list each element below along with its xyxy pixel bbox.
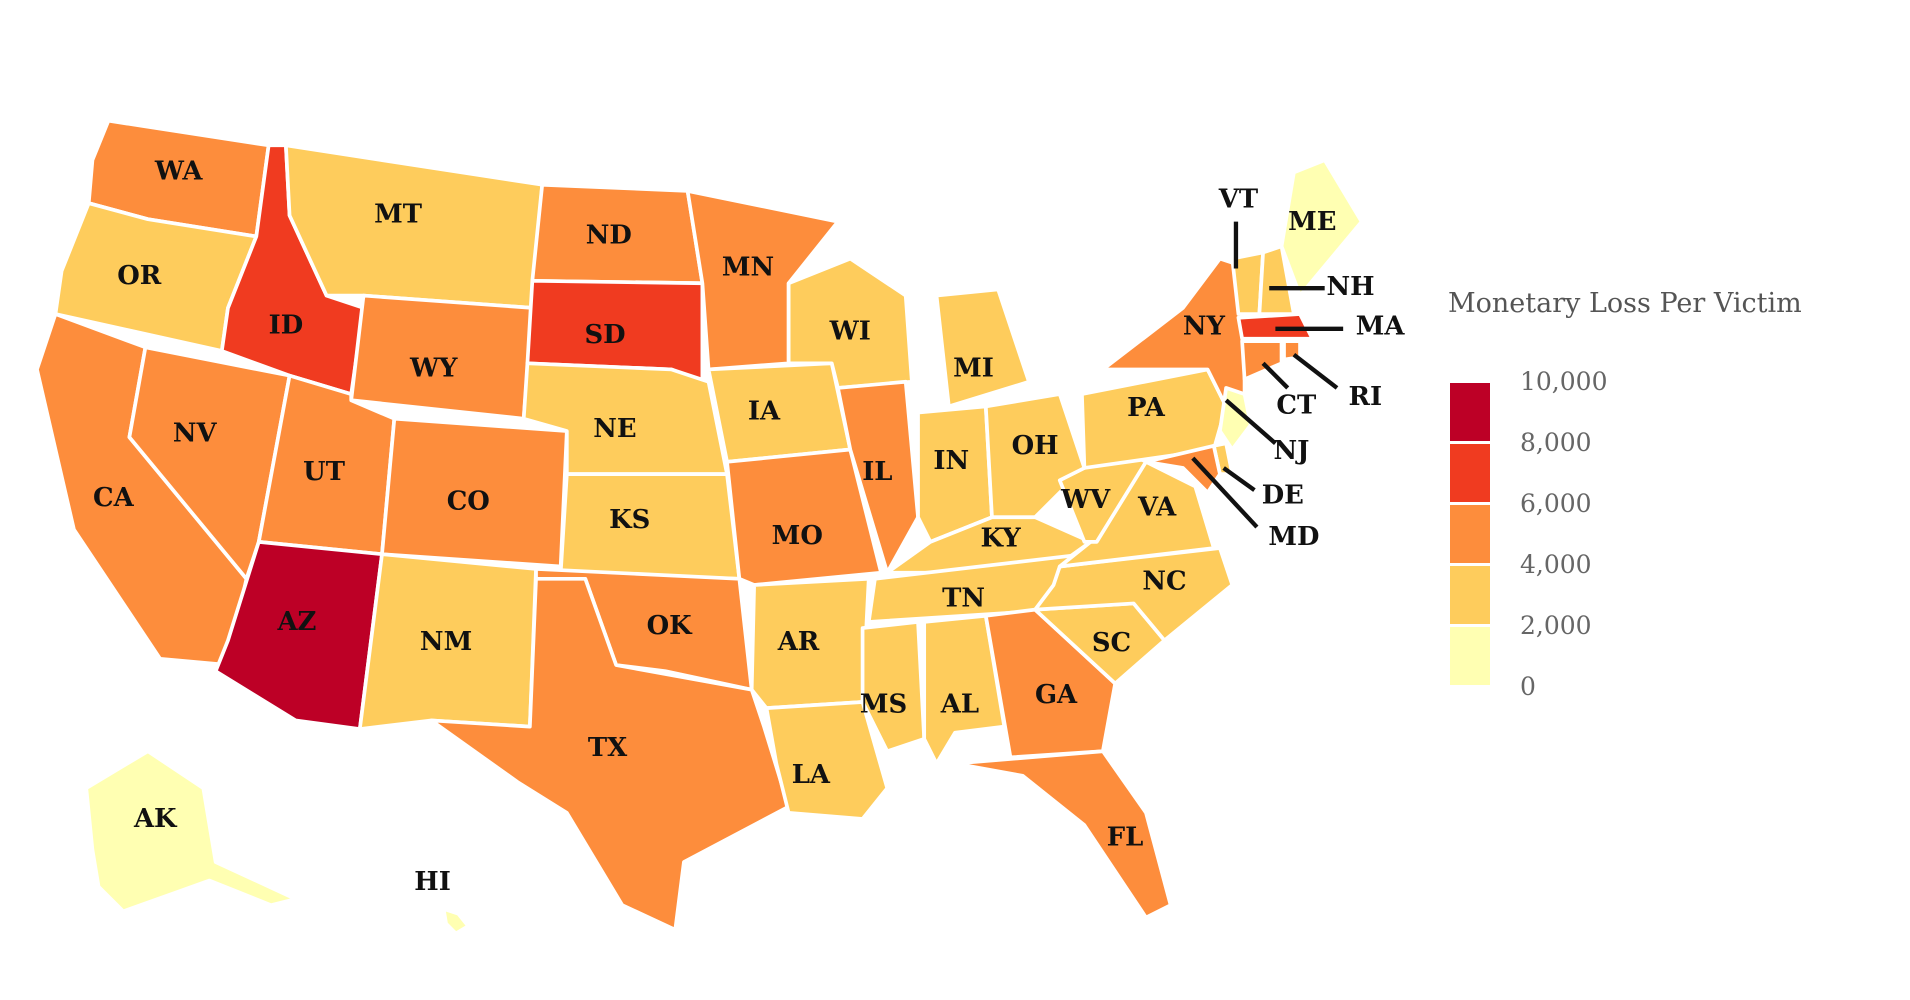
legend-tick-label: 8,000 <box>1520 428 1592 457</box>
state-label-nc: NC <box>1142 567 1186 597</box>
state-label-ne: NE <box>593 414 636 444</box>
state-label-mn: MN <box>722 252 774 282</box>
state-label-ct: CT <box>1276 390 1316 420</box>
legend-scale: 10,000 8,000 6,000 4,000 2,000 0 <box>1448 369 1802 703</box>
state-il[interactable] <box>836 379 920 575</box>
state-mo[interactable] <box>725 447 883 587</box>
state-label-la: LA <box>792 760 831 790</box>
state-label-ok: OK <box>647 611 694 641</box>
legend-tick-label: 2,000 <box>1520 611 1592 640</box>
state-label-pa: PA <box>1127 393 1166 423</box>
state-label-mi: MI <box>953 353 994 383</box>
state-label-wi: WI <box>829 317 871 347</box>
state-label-wy: WY <box>409 353 458 383</box>
leader-line-ri <box>1292 352 1339 390</box>
state-label-ca: CA <box>93 483 135 513</box>
state-label-ga: GA <box>1035 680 1078 710</box>
state-label-ma: MA <box>1356 312 1406 342</box>
state-label-co: CO <box>447 486 490 516</box>
state-label-il: IL <box>862 457 892 487</box>
state-label-mo: MO <box>772 521 823 551</box>
state-label-nh: NH <box>1327 272 1375 302</box>
state-label-tx: TX <box>588 733 628 763</box>
state-ak[interactable] <box>84 749 298 914</box>
state-oh[interactable] <box>983 392 1087 520</box>
state-label-nd: ND <box>586 220 632 250</box>
state-label-mt: MT <box>374 200 422 230</box>
leader-line-de <box>1222 466 1256 492</box>
state-label-ks: KS <box>609 505 650 535</box>
state-label-nj: NJ <box>1273 436 1309 466</box>
state-label-wv: WV <box>1060 485 1111 515</box>
state-label-az: AZ <box>276 607 316 637</box>
state-label-wa: WA <box>154 156 203 186</box>
legend-tick-label: 6,000 <box>1520 489 1592 518</box>
state-label-ar: AR <box>777 627 820 657</box>
state-label-sc: SC <box>1092 628 1131 658</box>
state-label-hi: HI <box>414 867 451 897</box>
state-label-ms: MS <box>860 690 907 720</box>
legend-swatch <box>1450 566 1490 624</box>
state-label-ut: UT <box>303 457 345 487</box>
state-label-ak: AK <box>133 804 178 834</box>
legend-tick-label: 10,000 <box>1520 367 1608 396</box>
legend-swatch <box>1450 444 1490 502</box>
leader-line-ct <box>1261 361 1290 390</box>
state-label-fl: FL <box>1107 823 1144 853</box>
legend-swatch <box>1450 505 1490 563</box>
state-label-nv: NV <box>173 419 218 449</box>
state-label-va: VA <box>1137 493 1177 523</box>
state-ma[interactable] <box>1236 312 1315 341</box>
legend-tick-label: 0 <box>1520 672 1536 701</box>
state-label-me: ME <box>1288 207 1336 237</box>
state-mi[interactable] <box>934 287 1031 409</box>
state-label-id: ID <box>269 310 304 340</box>
state-label-or: OR <box>117 261 162 291</box>
state-label-tn: TN <box>942 584 985 614</box>
state-label-ky: KY <box>980 523 1021 553</box>
legend-title: Monetary Loss Per Victim <box>1448 288 1802 319</box>
legend-swatch <box>1450 627 1490 685</box>
state-label-ri: RI <box>1349 382 1383 412</box>
state-ms[interactable] <box>860 620 927 754</box>
state-hi[interactable] <box>441 907 471 936</box>
state-label-oh: OH <box>1012 431 1059 461</box>
state-label-sd: SD <box>584 320 625 350</box>
state-ct[interactable] <box>1240 339 1284 382</box>
state-label-de: DE <box>1262 480 1304 510</box>
state-label-ny: NY <box>1183 312 1226 342</box>
state-label-in: IN <box>933 446 969 476</box>
state-label-nm: NM <box>420 627 472 657</box>
state-nc[interactable] <box>1033 546 1235 643</box>
legend-swatch <box>1450 383 1490 441</box>
state-label-vt: VT <box>1218 185 1258 215</box>
state-ga[interactable] <box>983 607 1118 760</box>
state-label-md: MD <box>1268 522 1319 552</box>
legend: Monetary Loss Per Victim 10,000 8,000 6,00… <box>1448 288 1802 703</box>
leader-line-md <box>1191 456 1259 529</box>
state-label-al: AL <box>940 690 979 720</box>
legend-tick-label: 4,000 <box>1520 550 1592 579</box>
state-label-ia: IA <box>748 397 781 427</box>
state-fl[interactable] <box>953 749 1173 920</box>
leader-line-nj <box>1224 398 1277 445</box>
